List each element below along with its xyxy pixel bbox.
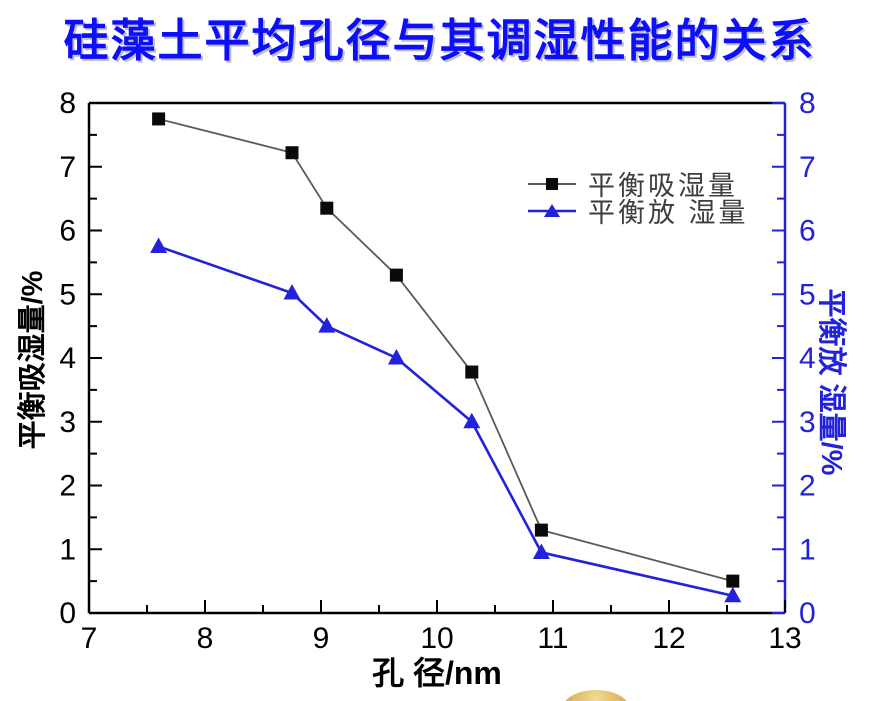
data-marker-square	[726, 574, 740, 588]
data-marker-triangle	[463, 412, 481, 429]
left-y-tick-label: 7	[59, 151, 76, 184]
right-y-tick-label: 4	[799, 342, 816, 375]
left-y-tick-label: 3	[59, 406, 76, 439]
data-marker-square	[285, 146, 299, 160]
chart-title: 硅藻土平均孔径与其调湿性能的关系	[63, 15, 816, 66]
right-y-tick-label: 5	[799, 278, 816, 311]
data-marker-triangle	[724, 586, 742, 603]
x-tick-label: 12	[652, 622, 685, 655]
x-tick-label: 9	[313, 622, 330, 655]
right-y-tick-label: 7	[799, 151, 816, 184]
data-marker-triangle	[387, 349, 405, 365]
data-marker-triangle	[283, 283, 301, 300]
legend-label-absorption: 平衡吸湿量	[588, 171, 738, 201]
left-y-axis-title: 平衡吸湿量/%	[17, 270, 49, 450]
left-y-tick-label: 6	[59, 215, 76, 248]
left-y-tick-label: 4	[59, 342, 76, 375]
left-y-tick-label: 2	[59, 470, 76, 503]
right-y-tick-label: 2	[799, 470, 816, 503]
square-marker-icon	[528, 177, 576, 190]
left-y-tick-label: 8	[59, 87, 76, 120]
data-marker-triangle	[318, 317, 336, 333]
series-line-1	[158, 245, 734, 598]
x-axis-title: 孔 径/nm	[372, 655, 502, 691]
right-y-tick-label: 6	[799, 215, 816, 248]
right-y-tick-label: 0	[799, 597, 816, 630]
x-tick-label: 10	[420, 622, 453, 655]
left-y-tick-label: 5	[59, 278, 76, 311]
right-y-tick-label: 1	[799, 533, 816, 566]
x-tick-label: 13	[768, 622, 801, 655]
right-y-tick-label: 3	[799, 406, 816, 439]
gold-sphere-decoration	[563, 690, 629, 701]
data-marker-triangle	[532, 543, 550, 559]
data-marker-square	[465, 365, 479, 379]
left-y-tick-label: 0	[59, 597, 76, 630]
legend-label-desorption: 平衡放 湿量	[588, 198, 749, 228]
legend-item-absorption: 平衡吸湿量	[528, 170, 749, 201]
right-y-tick-label: 8	[799, 87, 816, 120]
data-marker-square	[320, 201, 334, 215]
data-marker-square	[534, 523, 548, 537]
data-marker-square	[152, 112, 166, 126]
legend-item-desorption: 平衡放 湿量	[528, 197, 749, 228]
x-tick-label: 7	[81, 622, 98, 655]
legend: 平衡吸湿量 平衡放 湿量	[528, 170, 749, 228]
x-tick-label: 11	[537, 622, 568, 655]
x-tick-label: 8	[197, 622, 214, 655]
data-marker-triangle	[150, 237, 168, 253]
left-y-tick-label: 1	[59, 533, 76, 566]
right-y-axis-title: 平衡放 湿量/%	[815, 288, 847, 476]
triangle-marker-icon	[528, 203, 576, 217]
data-marker-square	[389, 268, 403, 282]
